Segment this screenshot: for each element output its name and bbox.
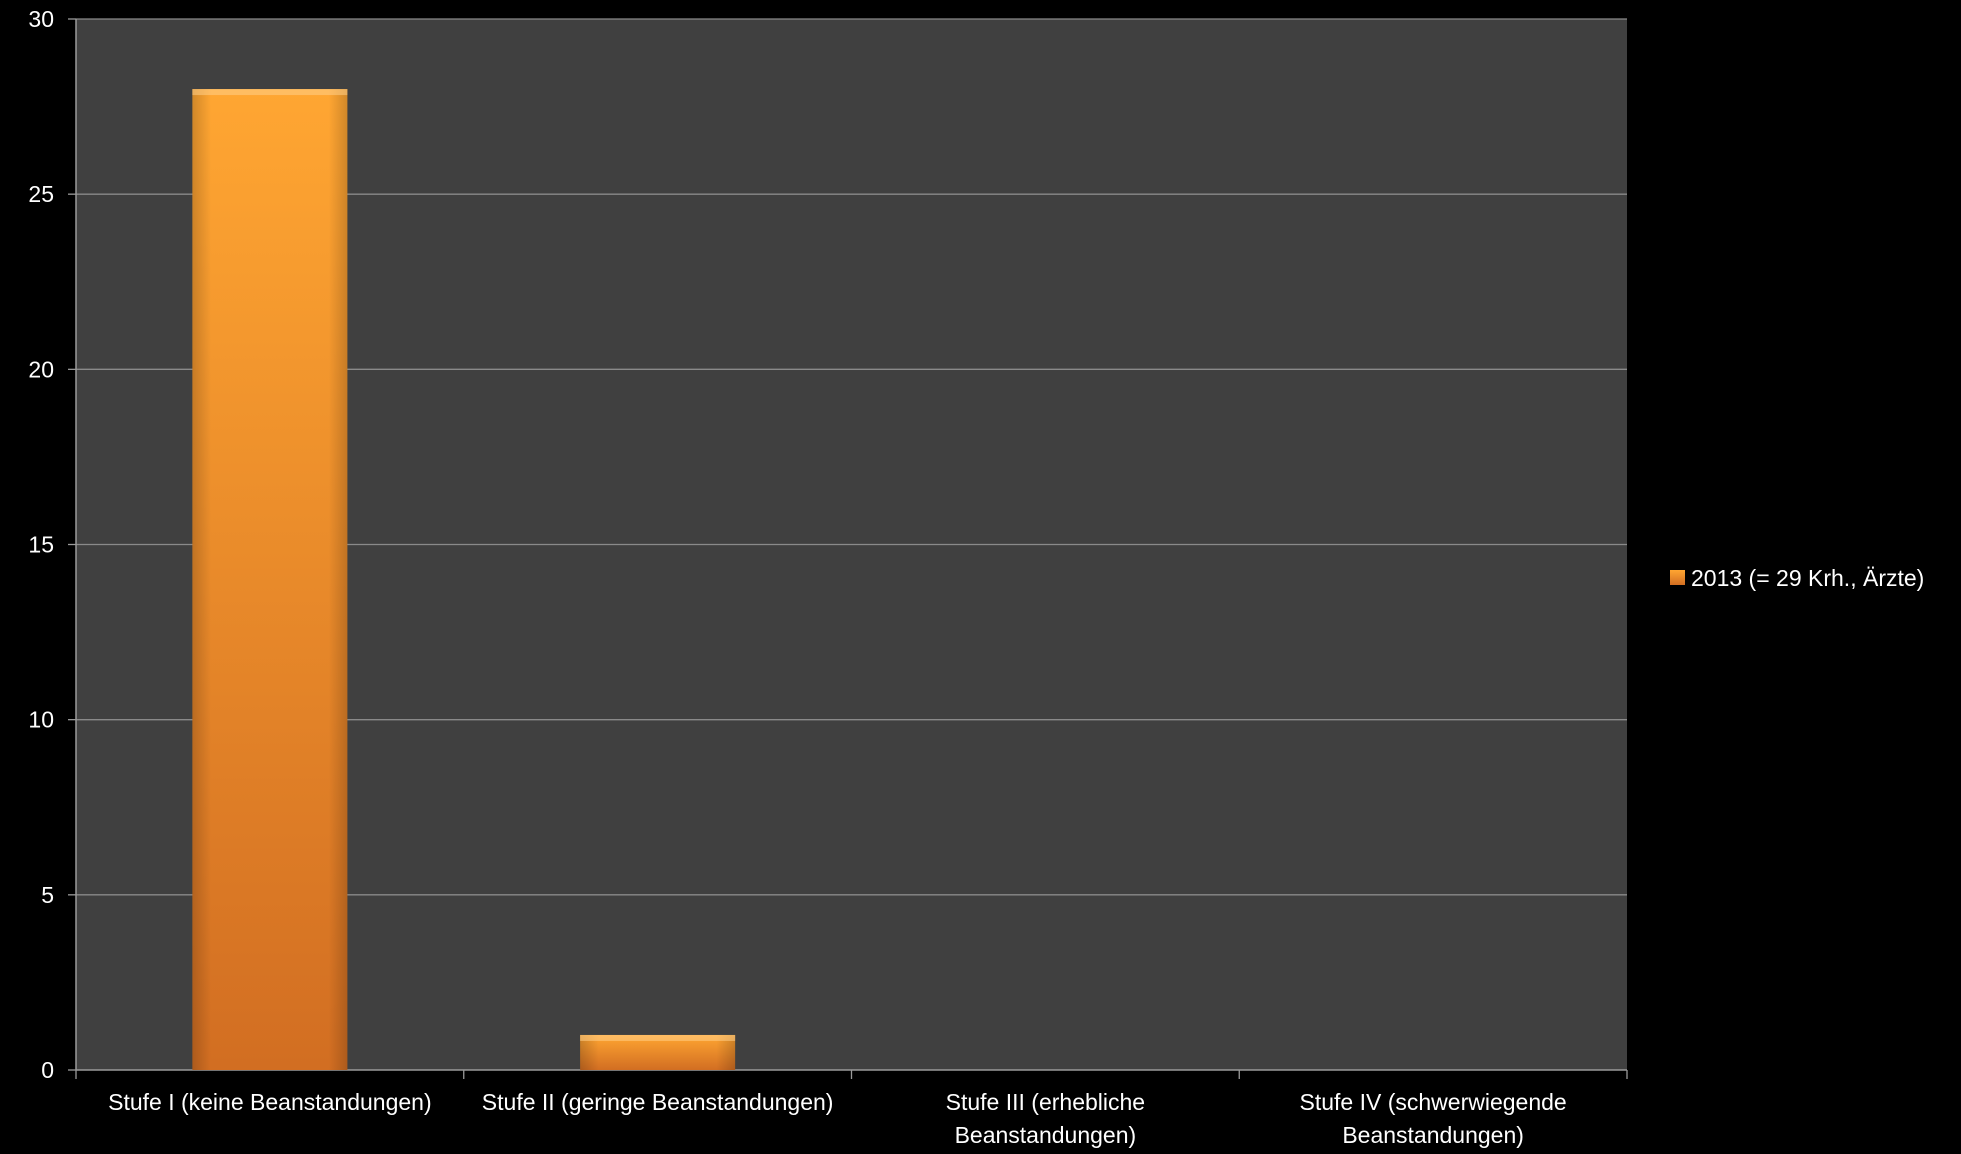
y-tick-label: 25 [28,181,54,207]
y-tick-label: 30 [28,6,54,32]
x-tick-label: Stufe IV (schwerwiegende Beanstandungen) [1300,1089,1567,1148]
x-tick-label: Stufe I (keine Beanstandungen) [108,1089,432,1115]
legend: 2013 (= 29 Krh., Ärzte) [1670,565,1924,591]
y-tick-labels: 0 5 10 15 20 25 30 [28,6,76,1083]
y-tick-label: 0 [41,1057,54,1083]
legend-label: 2013 (= 29 Krh., Ärzte) [1691,565,1924,591]
y-tick-label: 10 [28,707,54,733]
x-tick-label: Stufe II (geringe Beanstandungen) [482,1089,834,1115]
y-tick-label: 20 [28,356,54,382]
y-tick-label: 15 [28,532,54,558]
x-tick-label: Stufe III (erhebliche Beanstandungen) [946,1089,1145,1148]
bar [192,89,348,1071]
y-tick-label: 5 [41,882,54,908]
legend-swatch [1670,570,1685,585]
x-tick-labels: Stufe I (keine Beanstandungen) Stufe II (… [108,1089,1567,1148]
bars [192,89,736,1071]
bar [580,1034,736,1070]
